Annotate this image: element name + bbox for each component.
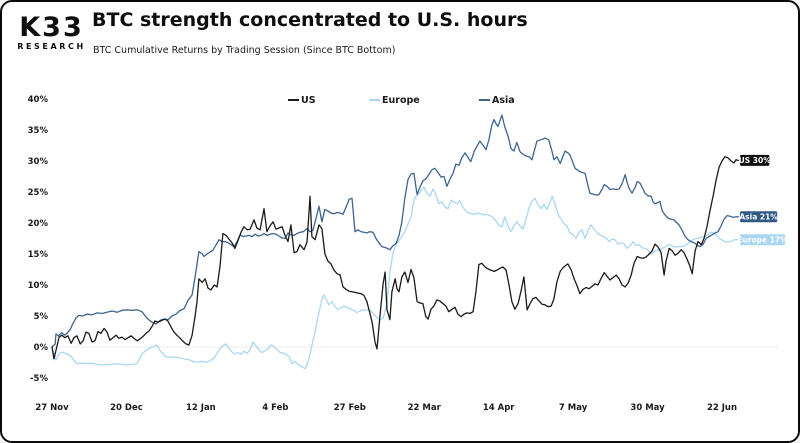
legend-label-us: US [301,94,316,106]
x-axis-tick: 7 May [559,403,588,413]
end-label-badge-asia [740,211,778,223]
y-axis-tick: 25% [28,188,49,198]
logo-subtext: RESEARCH [17,42,86,51]
y-axis-tick: 35% [28,126,49,136]
x-axis-tick: 12 Jan [186,403,216,413]
x-axis-tick: 27 Nov [35,403,69,413]
end-label-text-europe: Europe 17% [737,236,788,245]
legend-item-asia: Asia [479,94,515,106]
y-axis-tick: -5% [30,374,48,384]
k33-research-logo: K33 RESEARCH [14,12,89,51]
asia-line-swatch [479,99,490,101]
y-axis-tick: 30% [28,157,49,167]
chart-subtitle: BTC Cumulative Returns by Trading Sessio… [93,45,396,56]
europe-line-swatch [369,99,380,101]
logo-wordmark: K33 [19,12,84,43]
legend-label-europe: Europe [382,94,420,106]
x-axis-tick: 14 Apr [483,403,515,413]
x-axis-tick: 4 Feb [262,403,288,413]
page-title: BTC strength concentrated to U.S. hours [92,9,528,31]
end-label-badge-europe [740,234,785,246]
x-axis-tick: 27 Feb [334,403,366,413]
y-axis-tick: 5% [34,312,49,322]
x-axis-tick: 22 Mar [408,403,442,413]
legend-item-europe: Europe [369,94,420,106]
x-axis-tick: 20 Dec [110,403,143,413]
y-axis-tick: 10% [28,281,49,291]
legend-item-us: US [288,94,316,106]
y-axis-tick: 15% [28,250,49,260]
x-axis-tick: 22 Jun [707,403,737,413]
chart-legend: US Europe Asia [2,94,798,108]
series-line-asia [51,114,739,348]
x-axis-tick: 30 May [630,403,665,413]
legend-label-asia: Asia [492,94,515,106]
us-line-swatch [288,99,299,101]
end-label-text-us: US 30% [739,156,772,165]
series-line-us [51,156,739,360]
y-axis-tick: 0% [34,343,49,353]
end-label-badge-us [740,154,770,166]
end-label-text-asia: Asia 21% [739,213,778,222]
series-line-europe [51,186,739,370]
y-axis-tick: 20% [28,219,49,229]
y-axis-tick: 40% [28,95,49,105]
